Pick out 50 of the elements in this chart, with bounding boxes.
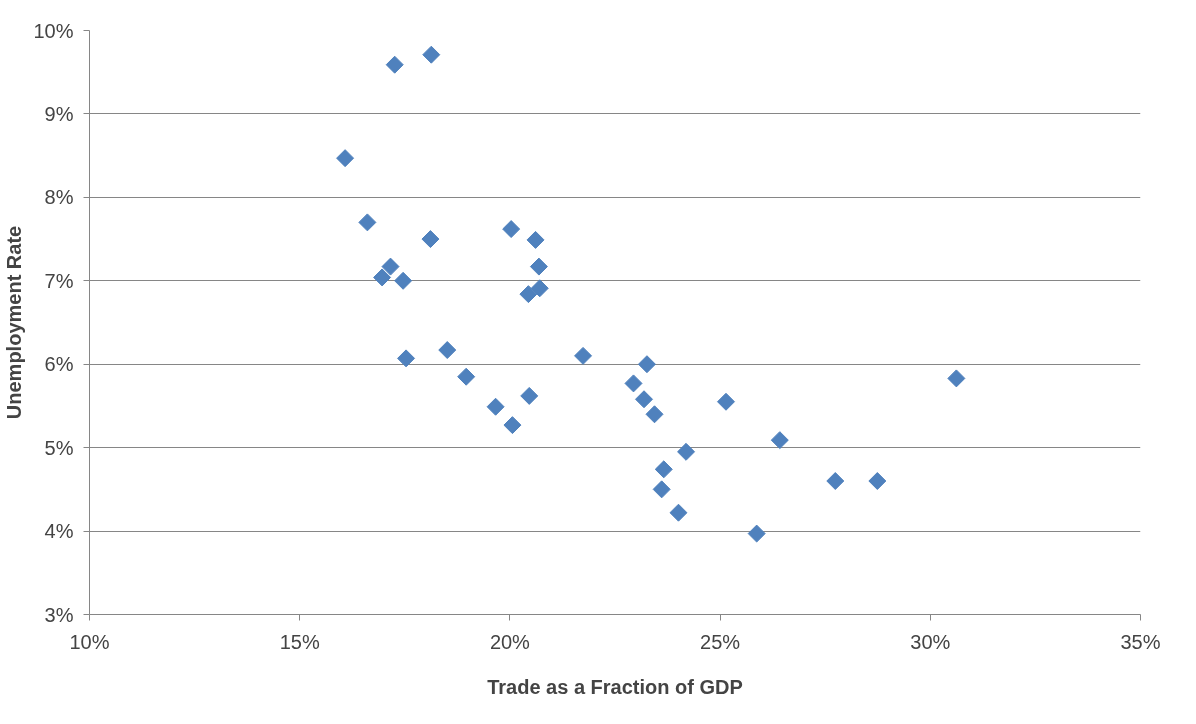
point (747, 524, 766, 543)
point (486, 397, 505, 416)
point (502, 220, 521, 239)
point (373, 268, 392, 287)
x-tick-label: 15% (279, 630, 320, 653)
y-axis-title: Unemployment Rate (3, 225, 26, 420)
point (717, 392, 735, 411)
x-tick-label: 30% (910, 630, 951, 653)
point (336, 149, 355, 168)
point (421, 230, 440, 249)
point (669, 503, 688, 522)
x-axis-title: Trade as a Fraction of GDP (487, 675, 743, 698)
point (677, 442, 696, 461)
point (503, 416, 522, 435)
point (624, 374, 643, 393)
point (770, 431, 789, 450)
point (422, 45, 441, 64)
point (520, 386, 539, 405)
point (947, 369, 966, 388)
point (868, 472, 887, 490)
point (574, 346, 593, 365)
point (438, 341, 457, 360)
point (381, 257, 400, 276)
y-tick-label: 8% (44, 186, 74, 209)
y-tick-label: 5% (44, 436, 74, 459)
point (635, 390, 653, 409)
point (826, 472, 845, 490)
y-tick-label: 10% (33, 19, 74, 42)
point (457, 367, 476, 386)
point (529, 257, 548, 276)
x-tick-label: 10% (69, 630, 110, 653)
point (530, 279, 549, 298)
x-tick-label: 25% (700, 630, 741, 653)
y-tick-label: 6% (44, 353, 74, 376)
point (519, 285, 538, 304)
point (394, 271, 413, 290)
y-tick-label: 9% (44, 102, 74, 125)
point (637, 355, 656, 374)
y-tick-label: 4% (44, 520, 74, 543)
point (358, 213, 377, 232)
point (385, 55, 404, 74)
x-tick-label: 20% (489, 630, 531, 653)
x-tick-label: 35% (1120, 630, 1161, 653)
point (526, 230, 545, 249)
y-tick-label: 7% (44, 269, 74, 292)
point (654, 460, 673, 479)
point (397, 349, 416, 368)
point (645, 405, 664, 424)
point (652, 480, 671, 499)
y-tick-label: 3% (44, 603, 74, 626)
